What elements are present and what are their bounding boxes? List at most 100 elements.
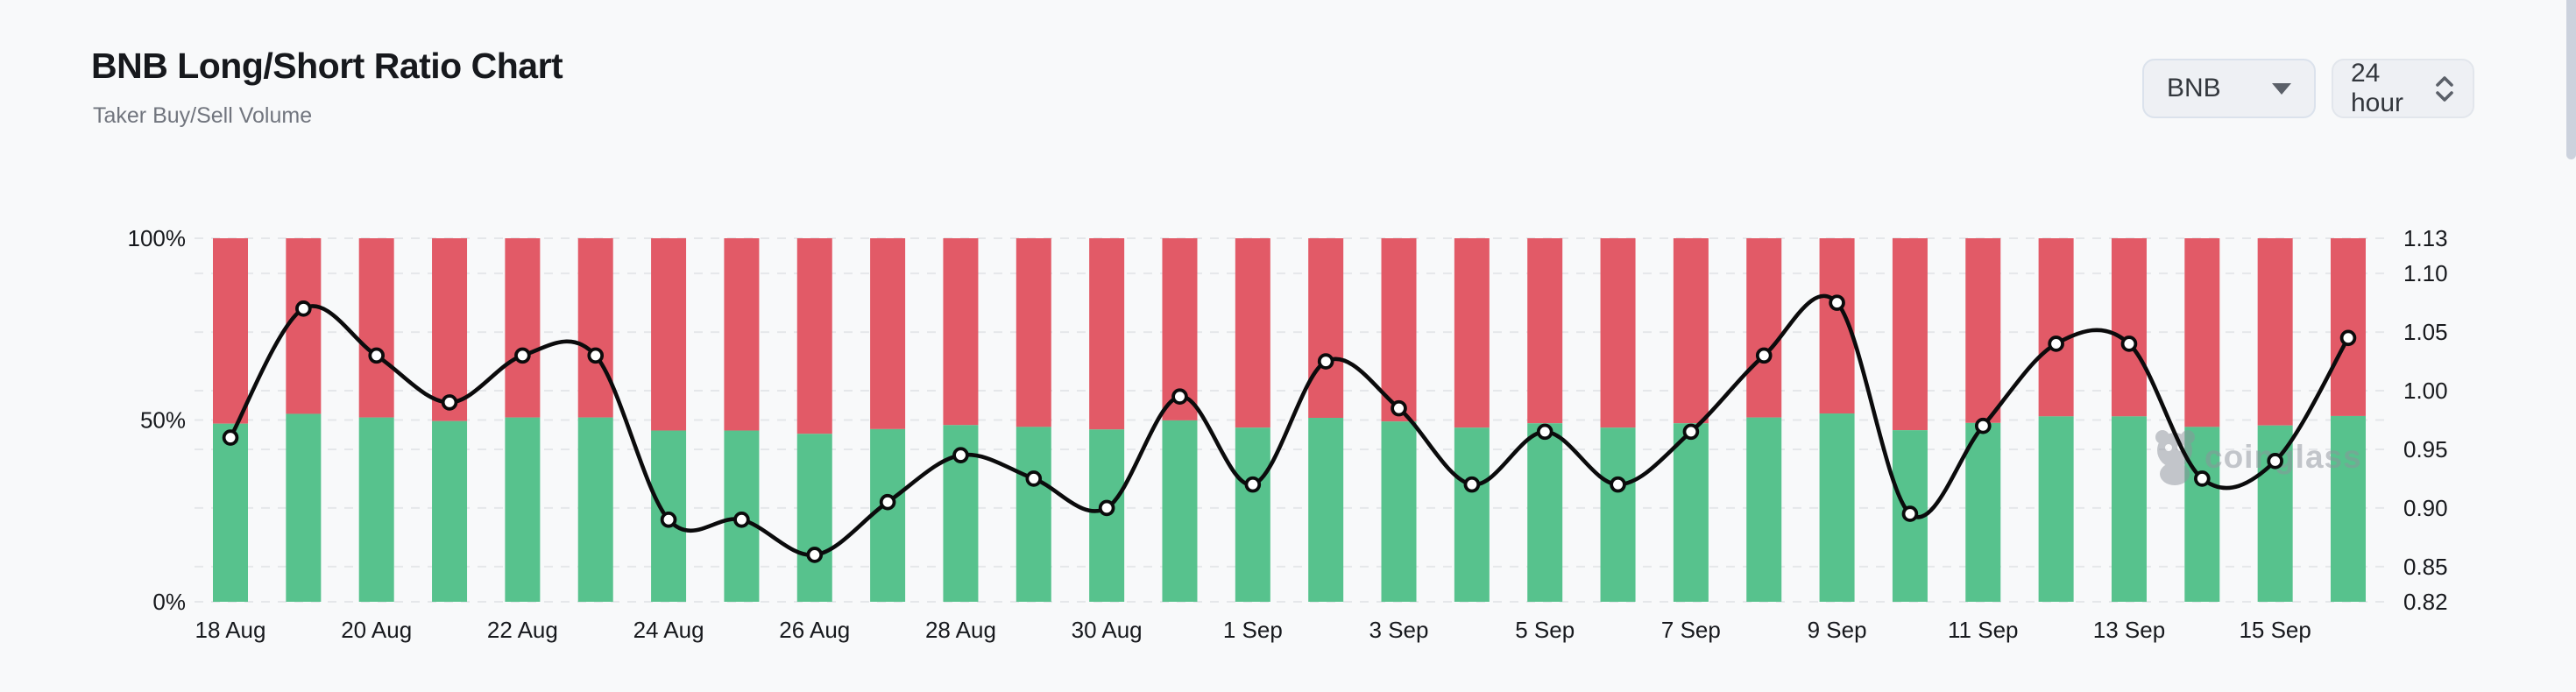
bar-sell-segment[interactable]: [577, 238, 613, 418]
ratio-point[interactable]: [1171, 388, 1188, 406]
watermark-text: coinglass: [2204, 439, 2362, 475]
interval-select[interactable]: 24 hour: [2332, 59, 2474, 118]
bar-sell-segment[interactable]: [1527, 238, 1563, 424]
ratio-point[interactable]: [806, 547, 824, 563]
bar-sell-segment[interactable]: [432, 238, 468, 421]
bar-sell-segment[interactable]: [943, 238, 979, 426]
right-axis-tick: 1.00: [2403, 378, 2448, 404]
bar-sell-segment[interactable]: [796, 238, 832, 434]
bar-buy-segment[interactable]: [1527, 423, 1563, 602]
bar-sell-segment[interactable]: [1381, 238, 1417, 422]
ratio-point[interactable]: [1829, 294, 1845, 311]
bar-sell-segment[interactable]: [505, 238, 541, 418]
ratio-point[interactable]: [587, 347, 605, 364]
x-axis-label: 22 Aug: [487, 617, 558, 643]
bar-buy-segment[interactable]: [1454, 427, 1490, 602]
bar-sell-segment[interactable]: [1600, 238, 1636, 428]
bar-buy-segment[interactable]: [1600, 427, 1636, 602]
x-axis-label: 26 Aug: [779, 617, 850, 643]
bar-sell-segment[interactable]: [2257, 238, 2293, 426]
right-axis-tick: 1.13: [2403, 225, 2448, 251]
ratio-point[interactable]: [514, 347, 531, 364]
bar-sell-segment[interactable]: [1308, 238, 1344, 419]
bar-buy-segment[interactable]: [1308, 418, 1344, 602]
bar-buy-segment[interactable]: [1235, 427, 1270, 602]
ratio-point[interactable]: [1391, 399, 1407, 417]
bar-sell-segment[interactable]: [1746, 238, 1782, 418]
bar-buy-segment[interactable]: [1819, 413, 1855, 602]
bar-buy-segment[interactable]: [1673, 423, 1709, 602]
ratio-point[interactable]: [1682, 423, 1700, 441]
ratio-point[interactable]: [2194, 470, 2211, 487]
x-axis-label: 18 Aug: [195, 617, 266, 643]
ratio-point[interactable]: [2048, 335, 2064, 352]
ratio-point[interactable]: [1098, 499, 1115, 517]
bar-buy-segment[interactable]: [505, 417, 541, 602]
ratio-point[interactable]: [1901, 505, 1919, 522]
x-axis-label: 15 Sep: [2239, 617, 2311, 643]
bar-buy-segment[interactable]: [432, 420, 468, 602]
interval-select-value: 24 hour: [2351, 59, 2404, 117]
bar-sell-segment[interactable]: [1016, 238, 1051, 427]
ratio-point[interactable]: [660, 511, 677, 528]
ratio-point[interactable]: [2267, 453, 2283, 470]
bar-buy-segment[interactable]: [2111, 416, 2147, 602]
caret-down-icon: [2272, 82, 2291, 95]
bar-sell-segment[interactable]: [1235, 238, 1270, 428]
ratio-point[interactable]: [441, 394, 458, 411]
scrollbar-thumb[interactable]: [2566, 0, 2576, 159]
bar-buy-segment[interactable]: [286, 413, 322, 602]
ratio-point[interactable]: [952, 447, 969, 463]
ratio-point[interactable]: [1536, 423, 1553, 441]
ratio-point[interactable]: [1610, 476, 1626, 493]
bar-sell-segment[interactable]: [213, 238, 248, 424]
right-axis-tick: 0.85: [2403, 554, 2448, 580]
bar-buy-segment[interactable]: [2331, 415, 2366, 602]
bar-sell-segment[interactable]: [2038, 238, 2074, 417]
ratio-point[interactable]: [295, 300, 312, 317]
ratio-point[interactable]: [2339, 329, 2357, 347]
ratio-point[interactable]: [1025, 470, 1043, 487]
bar-sell-segment[interactable]: [651, 238, 687, 431]
bar-buy-segment[interactable]: [1016, 427, 1051, 602]
bar-sell-segment[interactable]: [358, 238, 394, 418]
bar-buy-segment[interactable]: [213, 423, 248, 602]
bar-sell-segment[interactable]: [1454, 238, 1490, 428]
symbol-select[interactable]: BNB: [2142, 59, 2316, 118]
bar-buy-segment[interactable]: [358, 417, 394, 602]
left-axis-tick: 100%: [128, 225, 187, 251]
bar-buy-segment[interactable]: [796, 434, 832, 602]
bar-sell-segment[interactable]: [2331, 238, 2366, 416]
page-title: BNB Long/Short Ratio Chart: [91, 46, 563, 86]
bar-sell-segment[interactable]: [1673, 238, 1709, 424]
bar-sell-segment[interactable]: [870, 238, 906, 429]
ratio-point[interactable]: [1244, 476, 1262, 493]
bar-sell-segment[interactable]: [2111, 238, 2147, 417]
ratio-point[interactable]: [368, 347, 385, 364]
ratio-point[interactable]: [733, 511, 750, 528]
ratio-point[interactable]: [222, 429, 239, 446]
bar-sell-segment[interactable]: [1089, 238, 1125, 430]
ratio-point[interactable]: [1317, 353, 1334, 370]
ratio-point[interactable]: [1755, 347, 1773, 364]
ratio-point[interactable]: [1463, 476, 1481, 493]
bar-buy-segment[interactable]: [1965, 422, 2001, 602]
bar-buy-segment[interactable]: [870, 428, 906, 602]
ratio-point[interactable]: [2120, 335, 2138, 352]
left-axis-tick: 0%: [152, 589, 186, 615]
bar-buy-segment[interactable]: [1381, 421, 1417, 602]
bar-sell-segment[interactable]: [1965, 238, 2001, 423]
bar-buy-segment[interactable]: [1746, 417, 1782, 602]
bar-buy-segment[interactable]: [1162, 420, 1198, 602]
bar-sell-segment[interactable]: [2184, 238, 2220, 427]
ratio-point[interactable]: [1974, 417, 1992, 434]
bar-sell-segment[interactable]: [724, 238, 760, 431]
bar-sell-segment[interactable]: [286, 238, 322, 414]
bar-sell-segment[interactable]: [1892, 238, 1928, 431]
bar-buy-segment[interactable]: [577, 417, 613, 602]
right-axis-tick: 1.10: [2403, 260, 2448, 286]
ratio-point[interactable]: [879, 493, 896, 511]
bar-buy-segment[interactable]: [2038, 416, 2074, 602]
x-axis-label: 30 Aug: [1072, 617, 1143, 643]
